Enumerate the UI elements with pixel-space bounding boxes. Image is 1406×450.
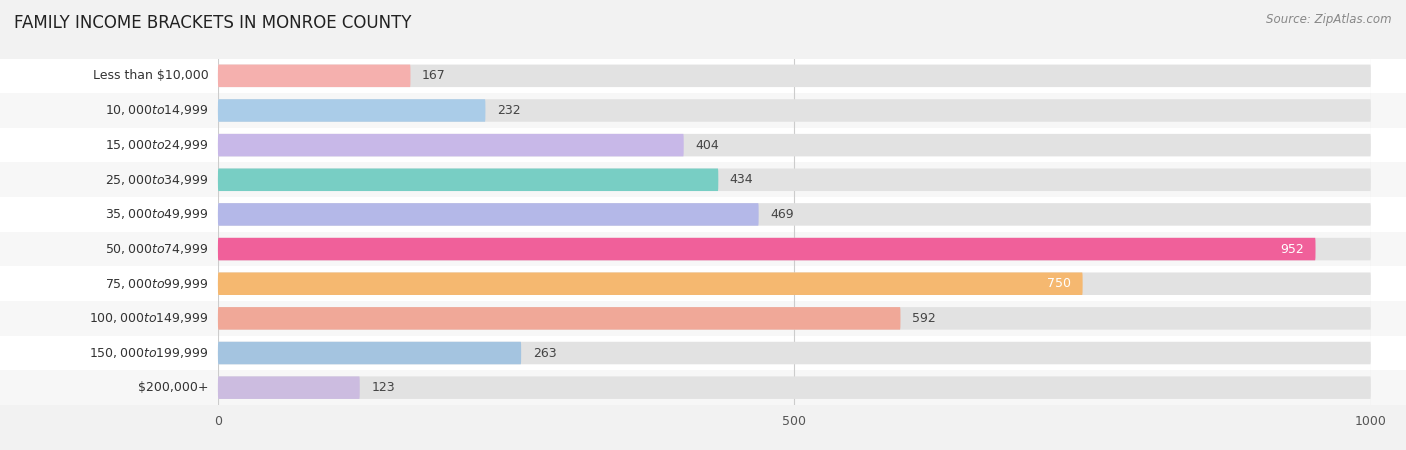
FancyBboxPatch shape xyxy=(218,307,900,330)
FancyBboxPatch shape xyxy=(218,342,522,365)
FancyBboxPatch shape xyxy=(218,134,683,157)
Bar xyxy=(0,128,1406,162)
FancyBboxPatch shape xyxy=(218,342,1371,365)
FancyBboxPatch shape xyxy=(218,238,1371,261)
FancyBboxPatch shape xyxy=(218,203,1371,226)
FancyBboxPatch shape xyxy=(218,168,718,191)
Text: $150,000 to $199,999: $150,000 to $199,999 xyxy=(90,346,208,360)
Text: $50,000 to $74,999: $50,000 to $74,999 xyxy=(105,242,208,256)
FancyBboxPatch shape xyxy=(218,376,360,399)
Text: $25,000 to $34,999: $25,000 to $34,999 xyxy=(105,173,208,187)
Text: Source: ZipAtlas.com: Source: ZipAtlas.com xyxy=(1267,14,1392,27)
FancyBboxPatch shape xyxy=(218,64,1371,87)
Bar xyxy=(0,93,1406,128)
Text: $100,000 to $149,999: $100,000 to $149,999 xyxy=(90,311,208,325)
Text: 469: 469 xyxy=(770,208,794,221)
Text: $15,000 to $24,999: $15,000 to $24,999 xyxy=(105,138,208,152)
Text: $200,000+: $200,000+ xyxy=(138,381,208,394)
FancyBboxPatch shape xyxy=(218,272,1371,295)
Text: 404: 404 xyxy=(695,139,718,152)
Text: $10,000 to $14,999: $10,000 to $14,999 xyxy=(105,104,208,117)
FancyBboxPatch shape xyxy=(218,168,1371,191)
Text: 434: 434 xyxy=(730,173,754,186)
FancyBboxPatch shape xyxy=(218,307,1371,330)
Text: 952: 952 xyxy=(1281,243,1303,256)
Text: $75,000 to $99,999: $75,000 to $99,999 xyxy=(105,277,208,291)
Bar xyxy=(0,197,1406,232)
FancyBboxPatch shape xyxy=(218,272,1083,295)
Bar xyxy=(0,336,1406,370)
FancyBboxPatch shape xyxy=(218,134,1371,157)
FancyBboxPatch shape xyxy=(218,99,1371,122)
Bar xyxy=(0,162,1406,197)
Bar xyxy=(0,58,1406,93)
Bar xyxy=(0,301,1406,336)
FancyBboxPatch shape xyxy=(218,376,1371,399)
FancyBboxPatch shape xyxy=(218,203,759,226)
Text: 123: 123 xyxy=(371,381,395,394)
Bar xyxy=(0,370,1406,405)
FancyBboxPatch shape xyxy=(218,99,485,122)
Text: Less than $10,000: Less than $10,000 xyxy=(93,69,208,82)
Bar xyxy=(0,266,1406,301)
Text: 167: 167 xyxy=(422,69,446,82)
Text: 263: 263 xyxy=(533,346,557,360)
Bar xyxy=(0,232,1406,266)
Text: 232: 232 xyxy=(496,104,520,117)
FancyBboxPatch shape xyxy=(218,238,1316,261)
Text: 750: 750 xyxy=(1047,277,1071,290)
Text: $35,000 to $49,999: $35,000 to $49,999 xyxy=(105,207,208,221)
Text: 592: 592 xyxy=(912,312,936,325)
Text: FAMILY INCOME BRACKETS IN MONROE COUNTY: FAMILY INCOME BRACKETS IN MONROE COUNTY xyxy=(14,14,412,32)
FancyBboxPatch shape xyxy=(218,64,411,87)
